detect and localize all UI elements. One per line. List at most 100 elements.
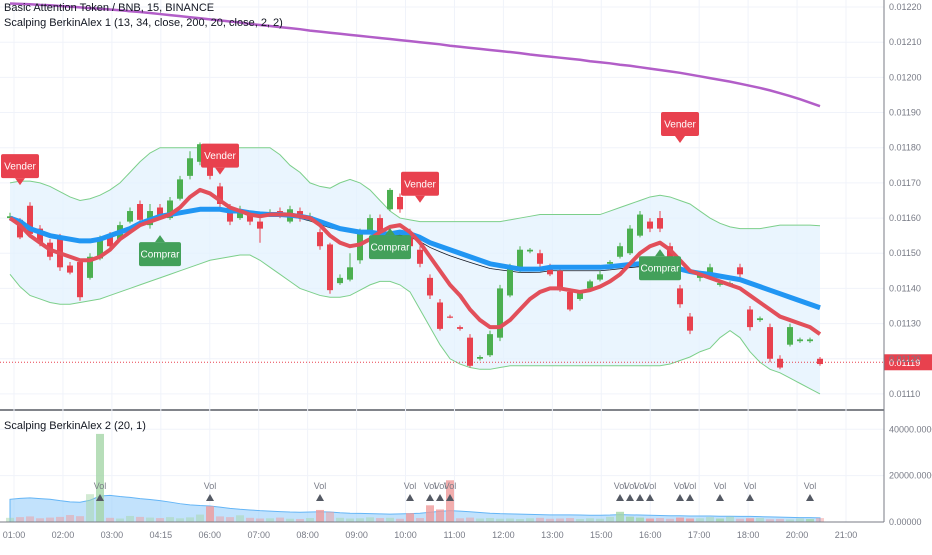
candle[interactable] [177,175,183,201]
candle[interactable] [77,260,83,301]
high-volume-marker[interactable]: Vol [624,481,637,501]
sell-signal[interactable]: Vender [401,171,439,203]
volume-bar[interactable] [166,517,174,522]
volume-bar[interactable] [576,518,584,522]
volume-bar[interactable] [26,516,34,522]
volume-bar[interactable] [346,518,354,522]
candle[interactable] [617,242,623,259]
candle[interactable] [27,202,33,238]
candle[interactable] [737,263,743,278]
volume-bar[interactable] [266,518,274,522]
volume-bar[interactable] [136,516,144,522]
volume-bar[interactable] [546,518,554,522]
volume-bar[interactable] [406,513,414,522]
candle[interactable] [597,270,603,282]
volume-bar[interactable] [366,517,374,522]
volume-bar[interactable] [76,516,84,522]
high-volume-marker[interactable]: Vol [644,481,657,501]
volume-bar[interactable] [796,518,804,522]
candle[interactable] [257,218,263,243]
volume-bar[interactable] [236,515,244,522]
volume-bar[interactable] [466,517,474,522]
volume-bar[interactable] [676,517,684,522]
candle[interactable] [327,242,333,294]
high-volume-marker[interactable]: Vol [204,481,217,501]
volume-bar[interactable] [516,518,524,522]
volume-bar[interactable] [486,518,494,522]
candle[interactable] [457,325,463,331]
volume-bar[interactable] [636,517,644,522]
candle[interactable] [127,207,133,224]
high-volume-marker[interactable]: Vol [684,481,697,501]
candle[interactable] [137,200,143,222]
candle[interactable] [427,274,433,299]
candle[interactable] [467,334,473,368]
volume-bar[interactable] [186,517,194,522]
volume-bar[interactable] [356,518,364,522]
volume-bar[interactable] [106,517,114,522]
signal-labels[interactable]: Vender Vender Vender Vender Comprar Comprar Co… [1,111,699,281]
volume-bar[interactable] [786,519,794,522]
volume-bar[interactable] [596,518,604,522]
volume-bar[interactable] [566,518,574,522]
volume-bar[interactable] [226,517,234,522]
volume-bar[interactable] [586,518,594,522]
volume-bar[interactable] [96,433,104,522]
candle[interactable] [747,306,753,331]
volume-bar[interactable] [216,516,224,522]
high-volume-marker[interactable]: Vol [314,481,327,501]
candle[interactable] [527,247,533,254]
buy-signal[interactable]: Comprar [139,235,181,267]
volume-bar[interactable] [16,517,24,522]
volume-bar[interactable] [686,518,694,522]
volume-bar[interactable] [116,518,124,522]
high-volume-marker[interactable]: Vol [404,481,417,501]
volume-bar[interactable] [276,517,284,522]
candle[interactable] [817,357,823,366]
sell-signal[interactable]: Vender [1,154,39,186]
volume-pane[interactable]: 0.0000020000.0000040000.00000VolVolVolVo… [0,424,932,527]
volume-bar[interactable] [246,517,254,522]
volume-bar[interactable] [726,516,734,522]
candle[interactable] [197,142,203,166]
volume-bar[interactable] [696,518,704,522]
candle[interactable] [807,337,813,343]
high-volume-marker[interactable]: Vol [744,481,757,501]
volume-bar[interactable] [176,518,184,522]
high-volume-marker[interactable]: Vol [94,481,107,501]
candle[interactable] [757,316,763,322]
high-volume-marker[interactable]: Vol [714,481,727,501]
sell-signal[interactable]: Vender [661,111,699,143]
volume-bar[interactable] [606,516,614,522]
candle[interactable] [767,323,773,363]
volume-bar[interactable] [506,518,514,522]
high-volume-marker[interactable]: Vol [614,481,627,501]
candle[interactable] [637,211,643,238]
volume-bar[interactable] [476,518,484,522]
candle[interactable] [537,249,543,268]
high-volume-marker[interactable]: Vol [634,481,647,501]
volume-bar[interactable] [156,518,164,522]
volume-bar[interactable] [256,518,264,522]
candle[interactable] [217,182,223,208]
volume-bar[interactable] [146,517,154,522]
candle[interactable] [67,262,73,275]
volume-bar[interactable] [756,518,764,522]
volume-bar[interactable] [56,516,64,522]
volume-bar[interactable] [86,494,94,522]
candle[interactable] [787,323,793,347]
volume-bar[interactable] [376,518,384,522]
volume-bar[interactable] [6,517,14,522]
volume-bar[interactable] [496,518,504,522]
high-volume-marker[interactable]: Vol [674,481,687,501]
candle[interactable] [797,337,803,343]
volume-bar[interactable] [426,505,434,522]
volume-bar[interactable] [326,511,334,522]
candle[interactable] [417,246,423,268]
candle[interactable] [447,314,453,319]
candle[interactable] [397,193,403,213]
volume-bar[interactable] [416,518,424,522]
sell-signal[interactable]: Vender [201,143,239,175]
candle[interactable] [317,228,323,250]
volume-bar[interactable] [306,518,314,522]
